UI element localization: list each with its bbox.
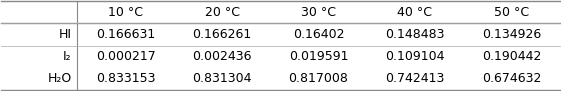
Text: I₂: I₂ bbox=[63, 50, 72, 63]
Text: 0.833153: 0.833153 bbox=[96, 72, 155, 85]
Text: 0.148483: 0.148483 bbox=[385, 28, 445, 41]
Text: 0.166631: 0.166631 bbox=[96, 28, 155, 41]
Text: 0.674632: 0.674632 bbox=[482, 72, 541, 85]
Text: 0.002436: 0.002436 bbox=[192, 50, 252, 63]
Text: 40 °C: 40 °C bbox=[397, 6, 433, 19]
Text: 10 °C: 10 °C bbox=[108, 6, 143, 19]
Text: H₂O: H₂O bbox=[48, 72, 72, 85]
Text: 0.134926: 0.134926 bbox=[482, 28, 541, 41]
Text: 50 °C: 50 °C bbox=[494, 6, 529, 19]
Text: HI: HI bbox=[59, 28, 72, 41]
Text: 0.742413: 0.742413 bbox=[385, 72, 445, 85]
Text: 0.019591: 0.019591 bbox=[289, 50, 348, 63]
Text: 20 °C: 20 °C bbox=[205, 6, 240, 19]
Text: 0.109104: 0.109104 bbox=[385, 50, 445, 63]
Text: 0.817008: 0.817008 bbox=[288, 72, 348, 85]
Text: 0.190442: 0.190442 bbox=[482, 50, 541, 63]
Text: 0.831304: 0.831304 bbox=[192, 72, 252, 85]
Text: 0.16402: 0.16402 bbox=[293, 28, 344, 41]
Text: 0.000217: 0.000217 bbox=[96, 50, 155, 63]
Text: 30 °C: 30 °C bbox=[301, 6, 336, 19]
Text: 0.166261: 0.166261 bbox=[192, 28, 252, 41]
